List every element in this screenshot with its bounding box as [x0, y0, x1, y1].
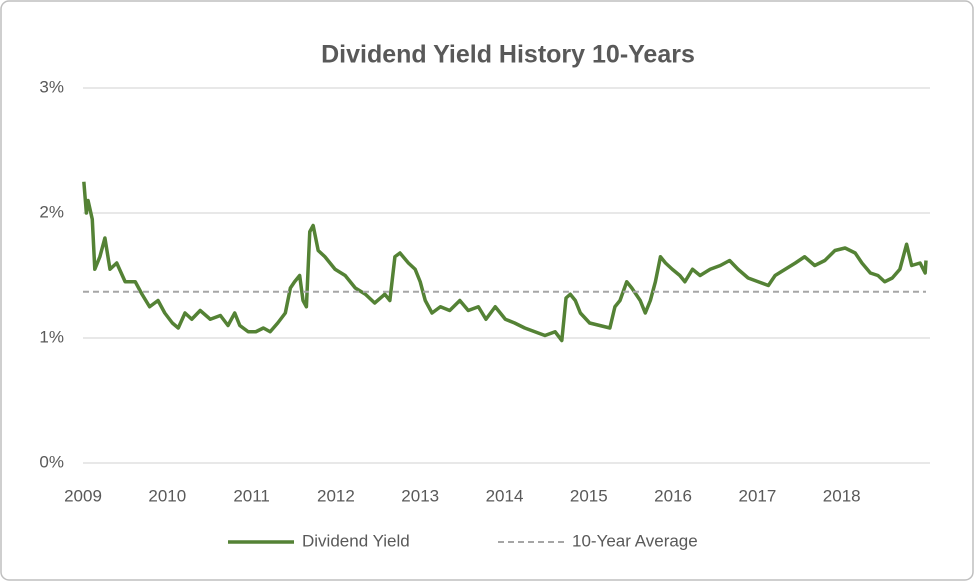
x-tick-label: 2017: [738, 486, 776, 505]
data-line: [82, 181, 928, 343]
x-tick-label: 2013: [401, 486, 439, 505]
y-tick-label: 3%: [39, 77, 64, 96]
legend-label: Dividend Yield: [302, 531, 410, 550]
x-tick-label: 2014: [486, 486, 524, 505]
x-tick-label: 2015: [570, 486, 608, 505]
y-tick-label: 1%: [39, 327, 64, 346]
x-tick-label: 2016: [654, 486, 692, 505]
y-tick-label: 0%: [39, 452, 64, 471]
chart-title: Dividend Yield History 10-Years: [321, 41, 695, 69]
x-tick-label: 2012: [317, 486, 355, 505]
x-tick-label: 2010: [148, 486, 186, 505]
y-tick-label: 2%: [39, 202, 64, 221]
legend-label: 10-Year Average: [572, 531, 698, 550]
x-tick-label: 2009: [64, 486, 102, 505]
x-tick-label: 2018: [823, 486, 861, 505]
x-tick-label: 2011: [233, 486, 270, 505]
